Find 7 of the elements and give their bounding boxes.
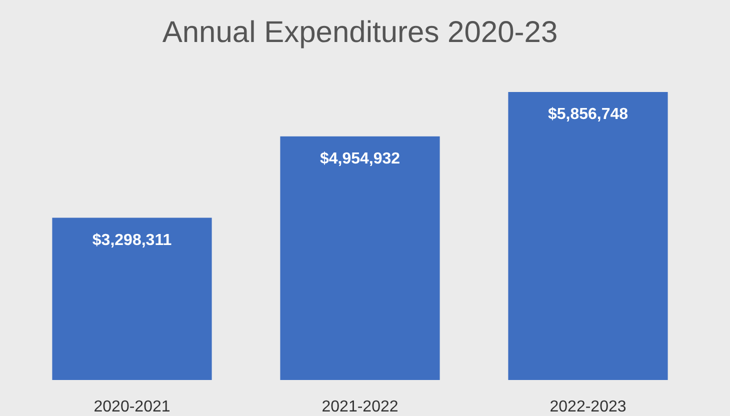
data-label: $3,298,311 xyxy=(92,232,172,249)
chart-title: Annual Expenditures 2020-23 xyxy=(162,16,558,49)
data-label: $4,954,932 xyxy=(320,150,400,168)
data-label: $5,856,748 xyxy=(548,106,628,123)
x-tick-label: 2022-2023 xyxy=(550,398,626,416)
x-tick-label: 2020-2021 xyxy=(94,398,170,416)
x-tick-label: 2021-2022 xyxy=(322,398,398,416)
